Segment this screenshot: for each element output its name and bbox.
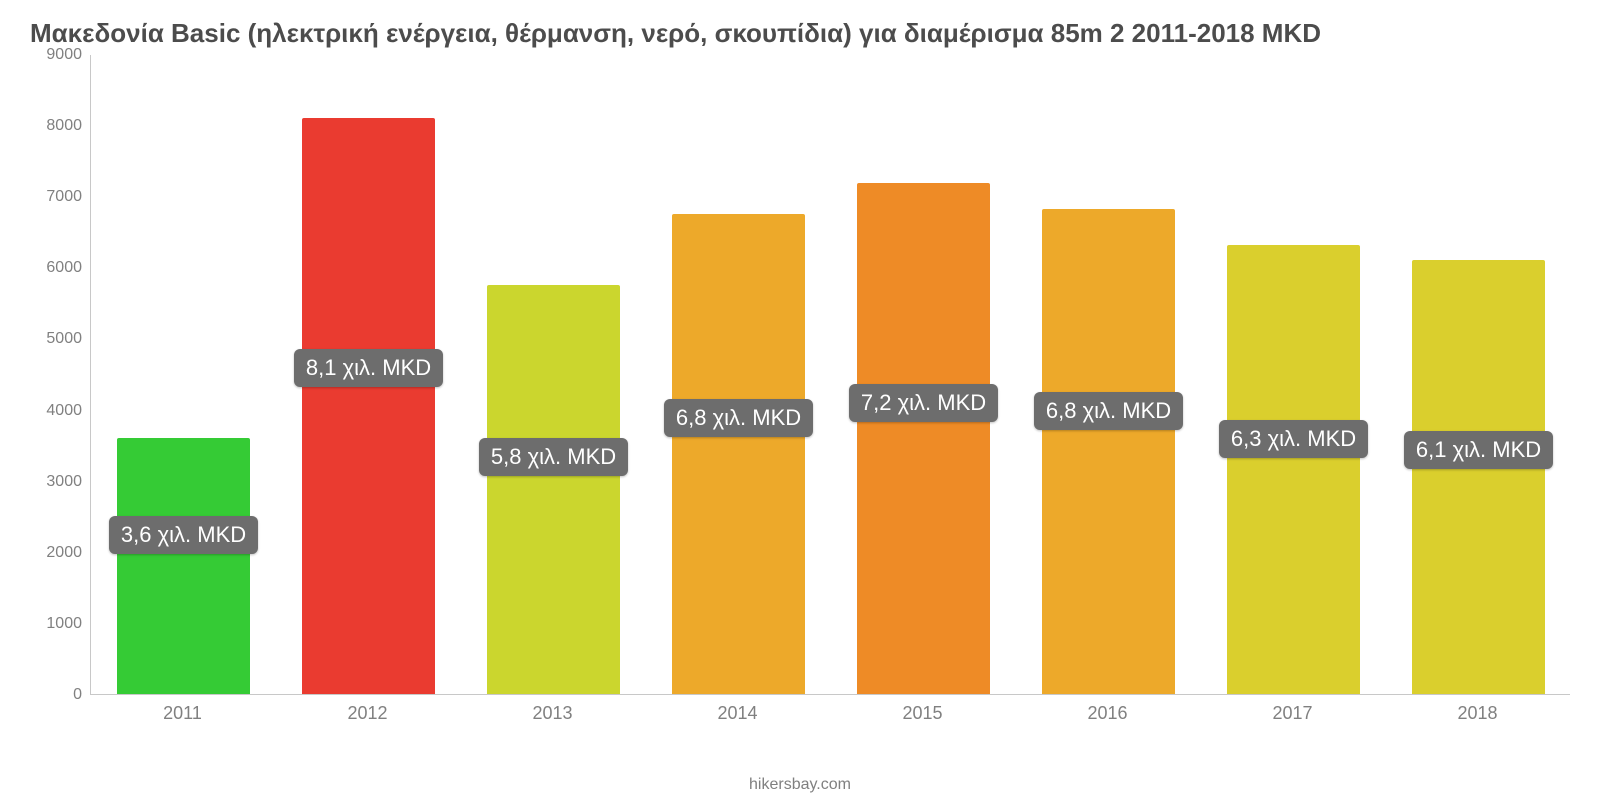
value-pill: 3,6 χιλ. MKD: [109, 516, 258, 554]
x-tick-label: 2016: [1087, 703, 1127, 724]
credit-text: hikersbay.com: [749, 776, 851, 794]
chart-title: Μακεδονία Basic (ηλεκτρική ενέργεια, θέρ…: [30, 18, 1570, 49]
value-pill: 8,1 χιλ. MKD: [294, 349, 443, 387]
x-tick-label: 2012: [347, 703, 387, 724]
x-tick-label: 2014: [717, 703, 757, 724]
y-tick-label: 8000: [46, 117, 82, 135]
value-pill: 6,3 χιλ. MKD: [1219, 420, 1368, 458]
x-tick-label: 2018: [1457, 703, 1497, 724]
x-axis: 2011 2012 2013 2014 2015 2016 2017 2018: [90, 695, 1570, 735]
value-pill: 6,8 χιλ. MKD: [1034, 392, 1183, 430]
value-pill: 6,1 χιλ. MKD: [1404, 431, 1553, 469]
bar: [302, 118, 435, 694]
x-tick-label: 2015: [902, 703, 942, 724]
x-tick-label: 2017: [1272, 703, 1312, 724]
bar: [1412, 260, 1545, 694]
y-tick-label: 3000: [46, 473, 82, 491]
bar: [857, 183, 990, 694]
bar: [487, 285, 620, 694]
bar: [672, 214, 805, 694]
value-pill: 6,8 χιλ. MKD: [664, 399, 813, 437]
bar: [1227, 245, 1360, 694]
plot: 0100020003000400050006000700080009000 3,…: [30, 55, 1570, 735]
value-pill: 7,2 χιλ. MKD: [849, 384, 998, 422]
chart-container: Μακεδονία Basic (ηλεκτρική ενέργεια, θέρ…: [0, 0, 1600, 800]
x-tick-label: 2011: [163, 703, 202, 724]
y-tick-label: 7000: [46, 188, 82, 206]
y-tick-label: 4000: [46, 402, 82, 420]
y-tick-label: 9000: [46, 46, 82, 64]
bar: [1042, 209, 1175, 694]
plot-area: 3,6 χιλ. MKD 8,1 χιλ. MKD 5,8 χιλ. MKD 6,8 …: [90, 55, 1570, 695]
y-tick-label: 6000: [46, 259, 82, 277]
bars-layer: 3,6 χιλ. MKD 8,1 χιλ. MKD 5,8 χιλ. MKD 6,8 …: [91, 55, 1570, 694]
y-tick-label: 1000: [46, 615, 82, 633]
y-tick-label: 0: [73, 686, 82, 704]
y-tick-label: 2000: [46, 544, 82, 562]
y-tick-label: 5000: [46, 330, 82, 348]
value-pill: 5,8 χιλ. MKD: [479, 438, 628, 476]
y-axis: 0100020003000400050006000700080009000: [30, 55, 90, 735]
bar: [117, 438, 250, 694]
x-tick-label: 2013: [532, 703, 572, 724]
